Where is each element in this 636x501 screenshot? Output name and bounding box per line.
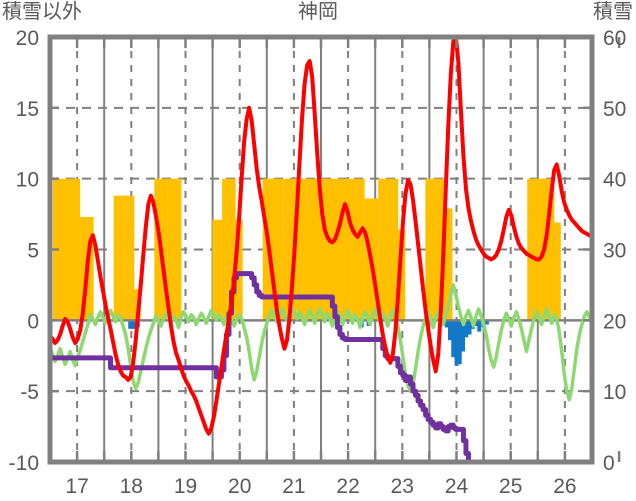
y-axis-right-tick: 0 [603,452,615,475]
x-axis-tick: 18 [120,475,143,498]
y-axis-left-tick: 5 [27,240,39,263]
right-axis-title: 積雪 [593,1,633,23]
chart-svg: -10 -5 0 5 10 15 20 0 10 20 30 40 50 60 17 18 19 20 21 22 23… [9,27,627,498]
x-axis-tick: 26 [553,475,576,498]
y-axis-right-tick: 40 [603,169,626,192]
y-axis-right-tick: 30 [603,240,626,263]
x-axis-tick: 24 [445,475,469,498]
y-axis-left-tick: -10 [9,452,39,475]
chart-title: 神岡 [298,1,338,23]
x-axis-tick: 25 [499,475,522,498]
plot-area: -10 -5 0 5 10 15 20 0 10 20 30 40 50 60 17 18 19 20 21 22 23… [0,24,636,501]
y-axis-right-tick: 10 [603,381,626,404]
y-axis-left-tick: 20 [16,27,39,50]
x-axis-tick: 19 [174,475,197,498]
y-axis-left-tick: 10 [16,169,39,192]
left-axis-title: 積雪以外 [2,1,82,23]
x-axis-tick: 22 [336,475,359,498]
y-axis-right-tick: 50 [603,98,626,121]
y-axis-left-tick: 0 [27,310,39,333]
y-axis-left-tick: -5 [20,381,39,404]
y-axis-right-tick: 20 [603,310,626,333]
x-axis-tick: 17 [65,475,88,498]
x-axis-tick: 21 [282,475,305,498]
x-axis-tick: 23 [391,475,414,498]
x-axis-tick: 20 [228,475,251,498]
y-axis-left-tick: 15 [16,98,39,121]
y-axis-right-tick: 60 [603,27,626,50]
